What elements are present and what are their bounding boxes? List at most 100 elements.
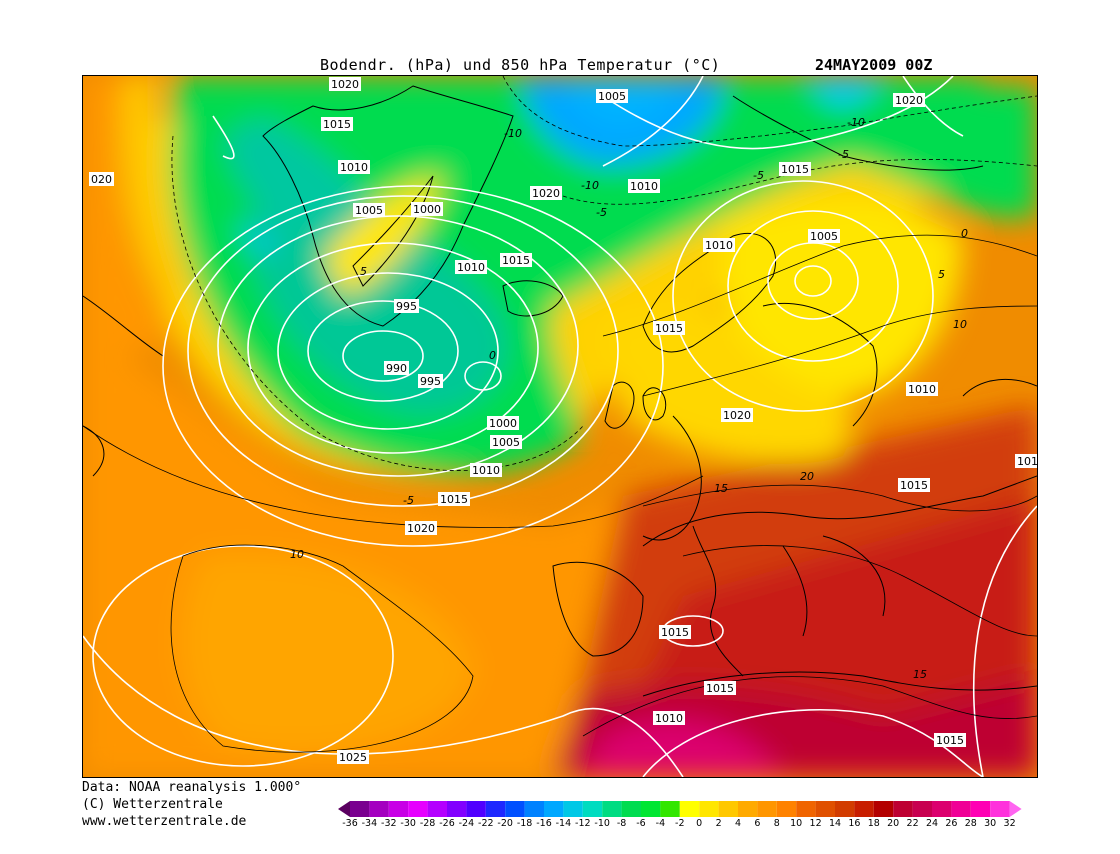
colorbar-tick-label: -34 xyxy=(361,818,378,829)
svg-text:1005: 1005 xyxy=(355,204,383,217)
isobar-label: 1015 xyxy=(321,117,353,131)
colorbar-cell xyxy=(350,801,370,817)
colorbar-tick-label: -32 xyxy=(381,818,397,829)
map-title: Bodendr. (hPa) und 850 hPa Temperatur (°… xyxy=(320,56,721,74)
svg-text:1015: 1015 xyxy=(936,734,964,747)
isobar-label: 1005 xyxy=(490,435,522,449)
svg-text:1015: 1015 xyxy=(661,626,689,639)
isotherm-label: -5 xyxy=(838,148,849,161)
svg-text:995: 995 xyxy=(420,375,441,388)
colorbar-cell xyxy=(621,801,641,817)
isotherm-label: 0 xyxy=(489,349,496,362)
isotherm-label: 15 xyxy=(913,668,927,681)
colorbar-cell xyxy=(505,801,525,817)
website-text: www.wetterzentrale.de xyxy=(82,814,247,829)
svg-text:1020: 1020 xyxy=(723,409,751,422)
svg-text:1015: 1015 xyxy=(440,493,468,506)
colorbar-tick-label: -8 xyxy=(616,818,627,829)
colorbar-cell xyxy=(388,801,409,817)
svg-text:1015: 1015 xyxy=(900,479,928,492)
colorbar-tick-label: -18 xyxy=(516,818,533,829)
isobar-label: 1015 xyxy=(653,321,685,335)
svg-text:1010: 1010 xyxy=(908,383,936,396)
isobars xyxy=(83,76,1037,777)
isobar-label: 1010 xyxy=(703,238,735,252)
colorbar-tick-label: 28 xyxy=(964,818,977,829)
isotherm-label: 15 xyxy=(714,482,728,495)
colorbar-cell xyxy=(796,801,816,817)
colorbar-tick-label: 4 xyxy=(734,818,742,829)
colorbar-cell xyxy=(447,801,467,817)
svg-text:1010: 1010 xyxy=(472,464,500,477)
svg-text:1020: 1020 xyxy=(407,522,435,535)
colorbar-tick-label: -6 xyxy=(636,818,646,829)
colorbar-cell xyxy=(873,801,894,817)
isobar-label: 1015 xyxy=(934,733,966,747)
colorbar-tick-label: -16 xyxy=(536,818,552,829)
colorbar-cell xyxy=(854,801,874,817)
coastlines xyxy=(83,85,1037,697)
isotherm-label: -5 xyxy=(753,169,764,182)
svg-text:1005: 1005 xyxy=(598,90,626,103)
svg-text:990: 990 xyxy=(386,362,407,375)
colorbar-cell xyxy=(602,801,622,817)
isotherm-label: -5 xyxy=(596,206,607,219)
colorbar-tick-label: -12 xyxy=(575,818,591,829)
colorbar-cell xyxy=(582,801,603,817)
svg-text:1020: 1020 xyxy=(331,78,359,91)
colorbar-tick-label: -28 xyxy=(419,818,436,829)
svg-text:1000: 1000 xyxy=(413,203,441,216)
svg-text:1015: 1015 xyxy=(323,118,351,131)
colorbar-tick-label: 0 xyxy=(696,818,703,829)
svg-text:1010: 1010 xyxy=(705,239,733,252)
isotherm-label: 0 xyxy=(961,227,968,240)
svg-text:1010: 1010 xyxy=(630,180,658,193)
svg-text:995: 995 xyxy=(396,300,417,313)
isobar-label: 1015 xyxy=(779,162,811,176)
colorbar-cell xyxy=(932,801,952,817)
colorbar-cell xyxy=(544,801,564,817)
colorbar-cell xyxy=(641,801,661,817)
svg-text:1005: 1005 xyxy=(492,436,520,449)
colorbar-tick-label: 22 xyxy=(906,818,919,829)
colorbar-tick-label: -4 xyxy=(655,818,666,829)
svg-text:1010: 1010 xyxy=(655,712,683,725)
map-date: 24MAY2009 00Z xyxy=(815,56,933,74)
colorbar-tick-label: -36 xyxy=(342,818,358,829)
isotherm-label: 10 xyxy=(290,548,304,561)
svg-text:1015: 1015 xyxy=(502,254,530,267)
isotherm-label: -10 xyxy=(581,179,599,192)
colorbar-cell xyxy=(970,801,991,817)
isobar-label: 1015 xyxy=(898,478,930,492)
colorbar-tick-label: -26 xyxy=(439,818,455,829)
colorbar-tick-label: 30 xyxy=(984,818,997,829)
colorbar-cell xyxy=(912,801,932,817)
colorbar-tick-label: 14 xyxy=(828,818,842,829)
isobar-label: 1015 xyxy=(704,681,736,695)
isobar-label: 1010 xyxy=(906,382,938,396)
isotherm-label: -10 xyxy=(847,116,865,129)
temperature-field xyxy=(83,76,1037,777)
svg-text:1015: 1015 xyxy=(781,163,809,176)
isotherm-label: 5 xyxy=(938,268,945,281)
colorbar-cell xyxy=(485,801,506,817)
colorbar-tick-label: -30 xyxy=(400,818,416,829)
colorbar-tick-label: 2 xyxy=(715,818,722,829)
colorbar-cell xyxy=(815,801,835,817)
colorbar-cell xyxy=(427,801,447,817)
isobar-label: 1005 xyxy=(808,229,840,243)
isobar-label: 1020 xyxy=(721,408,753,422)
colorbar-tick-label: 20 xyxy=(887,818,900,829)
colorbar-tick-label: -20 xyxy=(497,818,513,829)
svg-text:1015: 1015 xyxy=(655,322,683,335)
colorbar-tick-label: 16 xyxy=(848,818,861,829)
svg-text:020: 020 xyxy=(91,173,112,186)
isobar-label: 1020 xyxy=(893,93,925,107)
isobar-label: 1015 xyxy=(659,625,691,639)
copyright-text: (C) Wetterzentrale xyxy=(82,797,223,812)
colorbar-cell xyxy=(369,801,389,817)
isobar-label: 1000 xyxy=(411,202,443,216)
svg-text:1020: 1020 xyxy=(532,187,560,200)
svg-text:1000: 1000 xyxy=(489,417,517,430)
colorbar-cell xyxy=(776,801,797,817)
